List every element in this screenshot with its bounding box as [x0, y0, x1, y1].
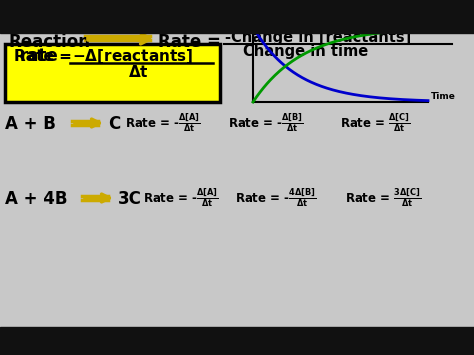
Text: Products: Products — [374, 15, 423, 25]
Text: Rate = $\mathbf{\frac{3\Delta[C]}{\Delta t}}$: Rate = $\mathbf{\frac{3\Delta[C]}{\Delta… — [345, 187, 421, 209]
Text: Rate = $\mathbf{\frac{\Delta[C]}{\Delta t}}$: Rate = $\mathbf{\frac{\Delta[C]}{\Delta … — [340, 112, 410, 135]
Text: -Change in [reactants]: -Change in [reactants] — [225, 30, 411, 45]
Text: rate: rate — [20, 47, 59, 65]
Text: 3C: 3C — [118, 190, 142, 208]
Text: Rate = -$\mathbf{\frac{4\Delta[B]}{\Delta t}}$: Rate = -$\mathbf{\frac{4\Delta[B]}{\Delt… — [235, 187, 316, 209]
Text: [Reactants]: [Reactants] — [255, 17, 315, 26]
Text: A + B: A + B — [5, 115, 56, 133]
Text: Time: Time — [431, 92, 456, 101]
Text: Rate = -$\mathbf{\frac{\Delta[A]}{\Delta t}}$: Rate = -$\mathbf{\frac{\Delta[A]}{\Delta… — [143, 187, 219, 209]
Bar — [0, 327, 474, 355]
Bar — [5, 44, 220, 102]
Text: Rate = -$\mathbf{\frac{\Delta[A]}{\Delta t}}$: Rate = -$\mathbf{\frac{\Delta[A]}{\Delta… — [125, 112, 201, 135]
Text: Change in time: Change in time — [243, 44, 368, 59]
Text: $\mathbf{\Delta t}$: $\mathbf{\Delta t}$ — [128, 64, 149, 80]
Text: A + 4B: A + 4B — [5, 190, 67, 208]
Text: Rate =: Rate = — [158, 33, 221, 51]
Bar — [0, 0, 474, 33]
Text: C: C — [108, 115, 120, 133]
Text: $\mathbf{-\Delta}$[reactants]: $\mathbf{-\Delta}$[reactants] — [72, 47, 193, 66]
Text: Rate =: Rate = — [14, 49, 77, 64]
Bar — [0, 33, 474, 327]
Text: Rate = -$\mathbf{\frac{\Delta[B]}{\Delta t}}$: Rate = -$\mathbf{\frac{\Delta[B]}{\Delta… — [228, 112, 304, 135]
Text: Reaction: Reaction — [8, 33, 90, 51]
